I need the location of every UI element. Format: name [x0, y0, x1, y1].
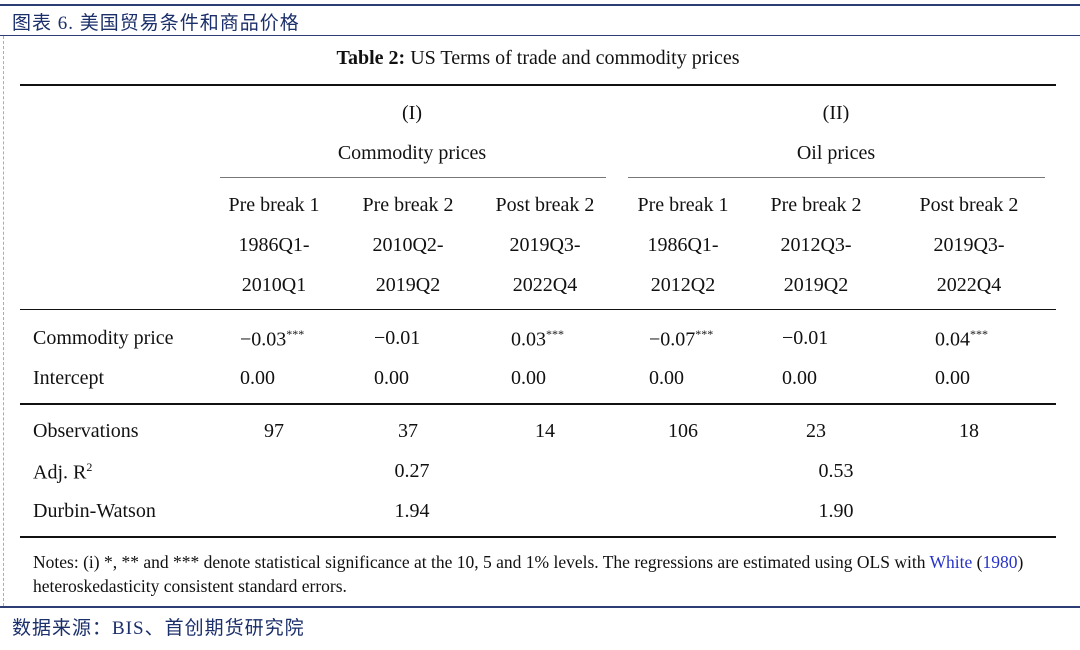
column-header: 2012Q3-: [780, 234, 852, 256]
notes-text: (: [972, 552, 983, 572]
cell-value: 0.04: [935, 328, 970, 351]
cell-stars: ***: [286, 327, 305, 341]
column-header: 2010Q1: [241, 274, 307, 296]
cell: 1.94: [394, 500, 430, 522]
column-header: 2022Q4: [936, 274, 1002, 296]
cell-value: 0.00: [511, 367, 546, 389]
cell: 0.00: [935, 367, 970, 390]
header-bottom-rule: [0, 35, 1080, 36]
column-header: Post break 2: [495, 194, 595, 216]
cell-stars: ***: [695, 327, 714, 341]
group-rule: [220, 177, 606, 178]
column-header: 1986Q1-: [238, 234, 310, 256]
cell: 37: [398, 420, 418, 442]
cell: 14: [535, 420, 555, 442]
header-top-rule: [0, 4, 1080, 6]
cell: 97: [264, 420, 284, 442]
cell-stars: ***: [970, 327, 988, 341]
cell-value: 0.00: [649, 367, 684, 389]
column-header: 2019Q3-: [509, 234, 581, 256]
group-rule: [628, 177, 1045, 178]
group-number: (I): [402, 102, 422, 124]
notes-text: ) heteroskedasticity consistent standard…: [33, 552, 1024, 596]
label-text: Adj. R: [33, 461, 87, 484]
column-header: 2022Q4: [512, 274, 578, 296]
row-label: Intercept: [33, 367, 105, 389]
group-number: (II): [822, 102, 850, 124]
group-label: Oil prices: [796, 142, 876, 164]
column-header: Pre break 2: [362, 194, 454, 216]
citation-link: White: [929, 552, 973, 572]
row-label: Durbin-Watson: [33, 500, 156, 522]
group-label: Commodity prices: [337, 142, 487, 164]
cell: 0.00: [240, 367, 275, 390]
row-label: Commodity price: [33, 327, 174, 349]
cell: 18: [959, 420, 979, 442]
column-header: 2019Q2: [375, 274, 441, 296]
bottom-rule: [20, 536, 1056, 538]
cell-value: 0.00: [240, 367, 275, 389]
cell: 23: [806, 420, 826, 442]
row-label: Adj. R2: [33, 460, 92, 485]
cell: −0.03***: [240, 327, 304, 352]
footer-rule: [0, 606, 1080, 608]
cell: 0.03***: [511, 327, 564, 352]
cell-value: −0.01: [374, 327, 421, 349]
cell-value: −0.03: [240, 328, 287, 351]
notes: Notes: (i) *, ** and *** denote statisti…: [33, 550, 1048, 598]
column-header: 2010Q2-: [372, 234, 444, 256]
header-rule: [20, 309, 1056, 310]
cell-value: 0.00: [935, 367, 970, 389]
cell-value: 0.00: [782, 367, 817, 389]
cell: 0.27: [394, 460, 430, 482]
column-header: 2012Q2: [650, 274, 716, 296]
cell: −0.01: [782, 327, 828, 350]
column-header: Post break 2: [919, 194, 1019, 216]
cell: 106: [668, 420, 698, 442]
column-header: Pre break 1: [228, 194, 320, 216]
column-header: Pre break 2: [770, 194, 862, 216]
cell-stars: ***: [546, 327, 564, 341]
cell: 0.04***: [935, 327, 988, 352]
notes-text: Notes: (i) *, ** and *** denote statisti…: [33, 552, 930, 572]
cell-value: 0.00: [374, 367, 409, 389]
cell-value: 0.03: [511, 328, 546, 351]
table-caption: Table 2: US Terms of trade and commodity…: [336, 47, 739, 70]
cell: 0.00: [511, 367, 546, 390]
cell: 0.00: [649, 367, 684, 390]
label-sup: 2: [86, 460, 93, 474]
cell: 0.53: [818, 460, 854, 482]
citation-link: 1980: [982, 552, 1018, 572]
cell: −0.07***: [649, 327, 713, 352]
column-header: 2019Q3-: [933, 234, 1005, 256]
caption-text: US Terms of trade and commodity prices: [410, 47, 740, 69]
cell: 1.90: [818, 500, 854, 522]
cell: 0.00: [782, 367, 817, 390]
source: 数据来源：BIS、首创期货研究院: [12, 618, 305, 639]
top-rule: [20, 84, 1056, 86]
column-header: Pre break 1: [637, 194, 729, 216]
row-label: Observations: [33, 420, 139, 442]
column-header: 2019Q2: [783, 274, 849, 296]
cell: −0.01: [374, 327, 420, 350]
cell-value: −0.07: [649, 328, 696, 351]
column-header: 1986Q1-: [647, 234, 719, 256]
cell: 0.00: [374, 367, 409, 390]
cell-value: −0.01: [782, 327, 829, 349]
header-title: 图表 6. 美国贸易条件和商品价格: [12, 13, 300, 34]
mid-rule: [20, 403, 1056, 405]
left-border: [3, 36, 4, 606]
caption-label: Table 2:: [336, 47, 406, 69]
